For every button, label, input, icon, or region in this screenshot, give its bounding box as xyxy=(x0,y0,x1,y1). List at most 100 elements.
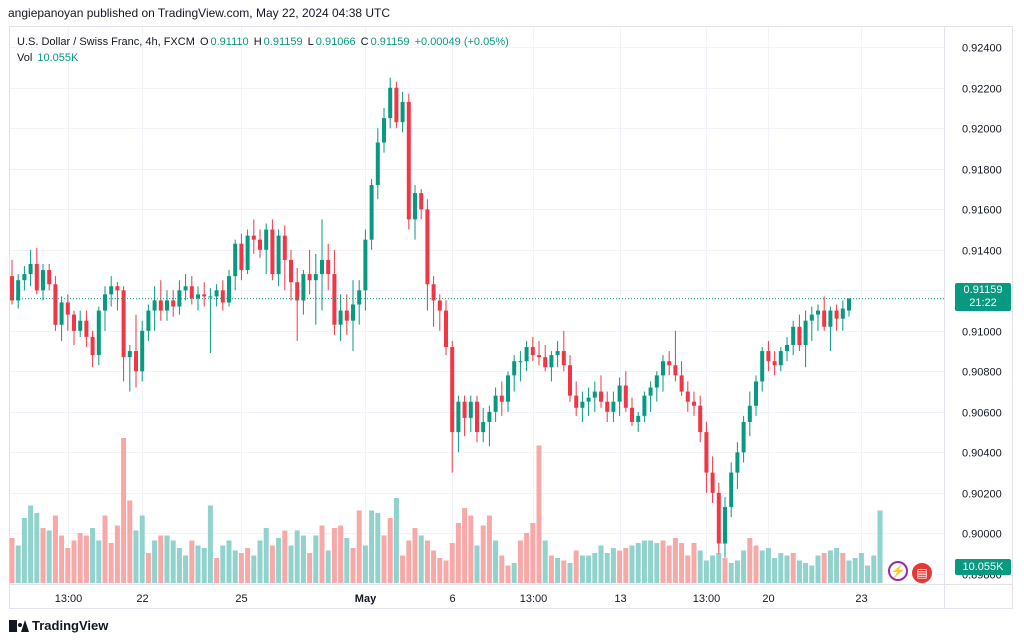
candle-body[interactable] xyxy=(301,274,306,301)
candle-body[interactable] xyxy=(375,142,380,185)
candle-body[interactable] xyxy=(134,351,138,372)
candle-body[interactable] xyxy=(586,397,591,402)
candle-body[interactable] xyxy=(797,326,802,345)
candle-body[interactable] xyxy=(152,300,157,311)
volume-label[interactable]: Vol xyxy=(17,52,33,64)
candle-body[interactable] xyxy=(772,361,777,366)
candle-body[interactable] xyxy=(103,294,107,311)
candle-body[interactable] xyxy=(59,302,64,325)
candle-body[interactable] xyxy=(146,310,151,331)
candle-body[interactable] xyxy=(425,209,430,285)
candle-body[interactable] xyxy=(313,274,318,281)
candle-body[interactable] xyxy=(685,391,690,402)
candle-body[interactable] xyxy=(220,290,225,303)
candle-body[interactable] xyxy=(512,361,517,376)
candle-body[interactable] xyxy=(400,101,405,123)
candle-body[interactable] xyxy=(65,302,70,315)
candle-body[interactable] xyxy=(574,395,579,408)
candle-body[interactable] xyxy=(171,300,176,307)
candle-body[interactable] xyxy=(357,290,362,305)
candle-body[interactable] xyxy=(847,298,851,311)
candle-body[interactable] xyxy=(791,326,796,345)
candle-body[interactable] xyxy=(258,239,262,250)
candle-body[interactable] xyxy=(28,263,33,275)
candle-body[interactable] xyxy=(363,239,368,291)
candle-body[interactable] xyxy=(382,118,386,143)
candle-body[interactable] xyxy=(53,284,58,325)
candle-body[interactable] xyxy=(710,472,715,493)
candle-body[interactable] xyxy=(530,347,535,356)
candle-body[interactable] xyxy=(165,300,169,311)
candle-body[interactable] xyxy=(537,355,541,358)
candle-body[interactable] xyxy=(413,193,417,220)
candle-body[interactable] xyxy=(487,411,492,422)
candle-body[interactable] xyxy=(766,351,771,362)
candle-body[interactable] xyxy=(251,235,256,240)
candle-body[interactable] xyxy=(177,290,182,307)
candle-body[interactable] xyxy=(735,452,740,473)
candle-body[interactable] xyxy=(295,282,300,301)
candle-body[interactable] xyxy=(84,320,89,337)
candle-body[interactable] xyxy=(809,314,814,321)
candle-body[interactable] xyxy=(96,310,101,356)
candle-body[interactable] xyxy=(115,286,120,291)
candle-body[interactable] xyxy=(778,351,783,366)
candle-body[interactable] xyxy=(698,405,703,433)
candle-body[interactable] xyxy=(524,347,529,362)
candle-body[interactable] xyxy=(803,320,808,345)
candle-body[interactable] xyxy=(437,300,442,311)
candle-body[interactable] xyxy=(648,387,653,396)
candle-body[interactable] xyxy=(611,401,616,412)
candle-body[interactable] xyxy=(22,274,27,281)
candle-body[interactable] xyxy=(34,263,39,291)
candle-body[interactable] xyxy=(840,308,845,319)
candle-body[interactable] xyxy=(555,351,560,356)
candle-body[interactable] xyxy=(332,274,337,325)
candle-body[interactable] xyxy=(747,405,752,422)
candle-body[interactable] xyxy=(673,365,678,376)
candle-body[interactable] xyxy=(605,401,610,412)
candle-body[interactable] xyxy=(72,314,76,331)
candle-body[interactable] xyxy=(394,87,399,123)
candle-body[interactable] xyxy=(109,286,114,295)
candle-body[interactable] xyxy=(623,385,628,408)
candle-body[interactable] xyxy=(289,259,293,283)
candle-body[interactable] xyxy=(202,294,207,297)
candle-body[interactable] xyxy=(468,401,473,418)
candle-body[interactable] xyxy=(140,330,145,372)
candle-body[interactable] xyxy=(481,421,486,433)
candle-body[interactable] xyxy=(630,407,634,422)
candle-body[interactable] xyxy=(834,310,839,319)
candle-body[interactable] xyxy=(661,361,665,376)
candle-body[interactable] xyxy=(785,344,789,352)
candle-body[interactable] xyxy=(692,401,696,406)
candle-body[interactable] xyxy=(41,270,45,291)
candle-body[interactable] xyxy=(16,280,21,301)
candle-body[interactable] xyxy=(369,184,374,240)
candle-body[interactable] xyxy=(444,310,448,348)
candle-body[interactable] xyxy=(543,357,548,368)
candle-body[interactable] xyxy=(450,347,455,433)
candle-body[interactable] xyxy=(506,375,510,402)
candle-body[interactable] xyxy=(704,432,709,473)
candle-body[interactable] xyxy=(419,193,424,210)
candle-body[interactable] xyxy=(431,284,436,301)
candle-body[interactable] xyxy=(214,290,219,297)
candle-body[interactable] xyxy=(729,472,734,508)
candle-body[interactable] xyxy=(667,361,672,366)
us-flag-icon[interactable]: ▤ xyxy=(910,561,934,585)
candle-body[interactable] xyxy=(158,300,163,311)
candle-body[interactable] xyxy=(264,229,269,250)
candle-body[interactable] xyxy=(351,304,355,321)
candle-body[interactable] xyxy=(642,395,647,416)
candle-body[interactable] xyxy=(822,310,827,327)
candle-body[interactable] xyxy=(388,87,393,119)
candle-body[interactable] xyxy=(561,351,566,366)
candle-body[interactable] xyxy=(282,235,287,260)
candle-body[interactable] xyxy=(499,395,504,402)
candle-body[interactable] xyxy=(599,391,603,402)
candle-body[interactable] xyxy=(462,401,467,418)
candle-body[interactable] xyxy=(10,276,14,301)
candle-body[interactable] xyxy=(78,320,83,331)
